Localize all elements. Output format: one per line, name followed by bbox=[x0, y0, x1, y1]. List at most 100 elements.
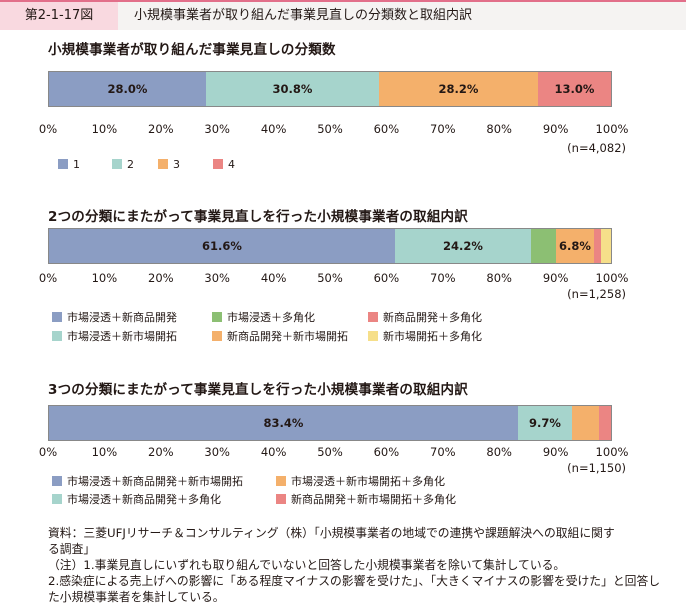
chart2-tick-label: 50% bbox=[317, 271, 343, 285]
chart1-legend-item-3: 3 bbox=[158, 158, 180, 172]
legend-swatch bbox=[212, 312, 222, 322]
legend-swatch bbox=[276, 494, 286, 504]
chart1-bar-segment-4 bbox=[538, 72, 611, 106]
chart1-tick-label: 80% bbox=[486, 122, 512, 136]
chart2-legend-item-5: 新商品開発＋多角化 bbox=[368, 311, 482, 325]
chart3-bar-segment-4 bbox=[599, 406, 611, 440]
chart1-legend-item-2: 2 bbox=[112, 158, 134, 172]
chart3-tick-label: 20% bbox=[148, 445, 174, 459]
chart2-tick-label: 80% bbox=[486, 271, 512, 285]
chart2-legend-item-1: 市場浸透＋新商品開発 bbox=[52, 311, 177, 325]
chart3-bar-segment-3 bbox=[572, 406, 599, 440]
chart1-tick-label: 10% bbox=[91, 122, 118, 136]
chart2-bar-segment-3 bbox=[531, 229, 556, 263]
chart3-data-label-1: 83.4% bbox=[263, 416, 304, 430]
chart1-bar-segment-2 bbox=[206, 72, 379, 106]
chart2-data-label-1: 61.6% bbox=[202, 239, 242, 253]
chart2-legend-item-6: 新市場開拓＋多角化 bbox=[368, 330, 482, 344]
figure-header: 第2-1-17図 小規模事業者が取り組んだ事業見直しの分類数と取組内訳 bbox=[0, 0, 686, 30]
chart3-bar-segment-1 bbox=[49, 406, 518, 440]
chart1-data-label-1: 28.0% bbox=[107, 82, 148, 96]
legend-swatch bbox=[52, 312, 62, 322]
chart3-legend-item-4: 新商品開発＋新市場開拓＋多角化 bbox=[276, 493, 456, 507]
chart3-tick-label: 0% bbox=[38, 445, 58, 459]
chart2-bar-segment-1 bbox=[49, 229, 395, 263]
chart2-tick-label: 20% bbox=[148, 271, 174, 285]
chart3-x-axis: 0% 10% 20% 30% 40% 50% 60% 70% 80% 90% 100% bbox=[39, 445, 629, 461]
legend-swatch bbox=[58, 159, 68, 169]
chart1-n-label: (n=4,082) bbox=[567, 141, 626, 155]
chart2-data-label-4: 6.8% bbox=[559, 239, 591, 253]
chart1-data-label-2: 30.8% bbox=[272, 82, 313, 96]
legend-label: 新市場開拓＋多角化 bbox=[383, 330, 482, 343]
chart1-tick-label: 30% bbox=[204, 122, 230, 136]
chart1-data-label-3: 28.2% bbox=[438, 82, 479, 96]
chart2-bar-segment-6 bbox=[601, 229, 611, 263]
chart2-tick-label: 90% bbox=[542, 271, 569, 285]
chart2-x-axis: 0% 10% 20% 30% 40% 50% 60% 70% 80% 90% 100% bbox=[39, 271, 629, 287]
chart3-n-label: (n=1,150) bbox=[567, 461, 626, 475]
legend-label: 3 bbox=[173, 158, 180, 171]
legend-swatch bbox=[368, 312, 378, 322]
legend-label: 1 bbox=[73, 158, 80, 171]
chart3-data-label-2: 9.7% bbox=[529, 416, 561, 430]
chart3-tick-label: 90% bbox=[542, 445, 569, 459]
chart3-tick-label: 60% bbox=[373, 445, 400, 459]
chart2-bar-segment-4 bbox=[556, 229, 594, 263]
legend-label: 新商品開発＋新市場開拓＋多角化 bbox=[291, 493, 456, 506]
chart3-legend-item-1: 市場浸透＋新商品開発＋新市場開拓 bbox=[52, 475, 243, 489]
chart2-legend-item-2: 市場浸透＋新市場開拓 bbox=[52, 330, 177, 344]
chart1-tick-label: 0% bbox=[38, 122, 58, 136]
chart2-title: 2つの分類にまたがって事業見直しを行った小規模事業者の取組内訳 bbox=[48, 209, 468, 225]
legend-label: 4 bbox=[228, 158, 235, 171]
chart1-tick-label: 100% bbox=[595, 122, 629, 136]
chart3-stacked-bar: 83.4% 9.7% bbox=[48, 405, 612, 441]
chart1-tick-label: 70% bbox=[430, 122, 456, 136]
legend-swatch bbox=[213, 159, 223, 169]
legend-label: 新商品開発＋多角化 bbox=[383, 311, 482, 324]
chart3-tick-label: 40% bbox=[260, 445, 287, 459]
chart2-data-label-2: 24.2% bbox=[443, 239, 483, 253]
chart3-tick-label: 80% bbox=[486, 445, 512, 459]
chart3-title: 3つの分類にまたがって事業見直しを行った小規模事業者の取組内訳 bbox=[48, 382, 468, 398]
chart3-tick-label: 30% bbox=[204, 445, 230, 459]
chart3-tick-label: 100% bbox=[595, 445, 629, 459]
figure-title: 小規模事業者が取り組んだ事業見直しの分類数と取組内訳 bbox=[134, 8, 473, 23]
chart1-tick-label: 20% bbox=[148, 122, 174, 136]
legend-swatch bbox=[52, 331, 62, 341]
chart1-tick-label: 90% bbox=[542, 122, 569, 136]
chart1-bar-segment-3 bbox=[379, 72, 538, 106]
chart1-x-axis: 0% 10% 20% 30% 40% 50% 60% 70% 80% 90% 100% bbox=[39, 122, 629, 138]
legend-swatch bbox=[368, 331, 378, 341]
chart3-bar-segment-2 bbox=[518, 406, 572, 440]
notes: 資料：三菱UFJリサーチ＆コンサルティング（株）「小規模事業者の地域での連携や課… bbox=[48, 525, 660, 605]
legend-label: 2 bbox=[127, 158, 134, 171]
note-source-line2: る調査」 bbox=[48, 542, 96, 556]
note-source-line1: 資料：三菱UFJリサーチ＆コンサルティング（株）「小規模事業者の地域での連携や課… bbox=[48, 526, 615, 540]
note-1: （注）1.事業見直しにいずれも取り組んでいないと回答した小規模事業者を除いて集計… bbox=[48, 558, 566, 572]
legend-swatch bbox=[212, 331, 222, 341]
legend-label: 市場浸透＋新市場開拓＋多角化 bbox=[291, 475, 445, 488]
legend-label: 市場浸透＋新商品開発＋新市場開拓 bbox=[67, 475, 243, 488]
chart3-tick-label: 70% bbox=[430, 445, 456, 459]
chart3-legend-item-3: 市場浸透＋新市場開拓＋多角化 bbox=[276, 475, 445, 489]
chart1-tick-label: 40% bbox=[260, 122, 287, 136]
chart2-tick-label: 30% bbox=[204, 271, 230, 285]
chart1-legend-item-4: 4 bbox=[213, 158, 235, 172]
chart1-tick-label: 60% bbox=[373, 122, 400, 136]
chart2-legend-item-4: 新商品開発＋新市場開拓 bbox=[212, 330, 348, 344]
chart1-stacked-bar: 28.0% 30.8% 28.2% 13.0% bbox=[48, 71, 612, 107]
legend-swatch bbox=[112, 159, 122, 169]
legend-label: 市場浸透＋新商品開発 bbox=[67, 311, 177, 324]
chart1-bar-segment-1 bbox=[49, 72, 206, 106]
legend-swatch bbox=[158, 159, 168, 169]
chart1-legend-item-1: 1 bbox=[58, 158, 80, 172]
chart2-n-label: (n=1,258) bbox=[567, 287, 626, 301]
chart2-bar-segment-5 bbox=[594, 229, 601, 263]
chart2-stacked-bar: 61.6% 24.2% 6.8% bbox=[48, 228, 612, 264]
chart3-tick-label: 10% bbox=[91, 445, 118, 459]
legend-swatch bbox=[52, 494, 62, 504]
chart2-bar-segment-2 bbox=[395, 229, 531, 263]
chart2-tick-label: 100% bbox=[595, 271, 629, 285]
legend-label: 市場浸透＋多角化 bbox=[227, 311, 315, 324]
